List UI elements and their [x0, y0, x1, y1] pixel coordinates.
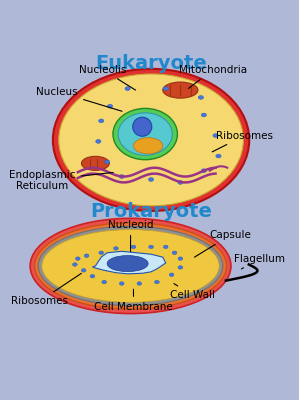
Ellipse shape — [133, 138, 163, 154]
Ellipse shape — [42, 230, 219, 302]
Text: Capsule: Capsule — [194, 230, 251, 257]
Ellipse shape — [213, 134, 218, 138]
Ellipse shape — [163, 87, 168, 90]
Text: Nucleoid: Nucleoid — [108, 220, 153, 252]
Ellipse shape — [99, 251, 103, 254]
Ellipse shape — [178, 266, 183, 269]
Ellipse shape — [84, 254, 89, 258]
Ellipse shape — [198, 96, 204, 99]
Polygon shape — [92, 251, 166, 274]
Ellipse shape — [125, 87, 130, 90]
Ellipse shape — [73, 263, 77, 266]
Ellipse shape — [119, 175, 124, 178]
Text: Mitochondria: Mitochondria — [179, 65, 247, 88]
Ellipse shape — [75, 257, 80, 260]
Text: Ribosomes: Ribosomes — [212, 130, 273, 152]
Ellipse shape — [59, 74, 243, 206]
Ellipse shape — [163, 82, 198, 98]
Text: Nucleus: Nucleus — [36, 86, 122, 111]
Ellipse shape — [38, 226, 223, 306]
Ellipse shape — [53, 69, 249, 211]
Ellipse shape — [149, 245, 153, 249]
Ellipse shape — [169, 273, 174, 276]
Ellipse shape — [201, 113, 206, 117]
Ellipse shape — [114, 247, 118, 250]
Ellipse shape — [90, 274, 95, 278]
Ellipse shape — [148, 178, 154, 181]
Ellipse shape — [104, 160, 110, 164]
Ellipse shape — [107, 256, 148, 272]
Ellipse shape — [163, 245, 168, 249]
Ellipse shape — [107, 104, 113, 108]
Text: Cell Wall: Cell Wall — [170, 284, 215, 300]
Ellipse shape — [133, 117, 152, 136]
Ellipse shape — [35, 223, 227, 309]
Ellipse shape — [155, 280, 159, 284]
Ellipse shape — [131, 245, 136, 249]
Ellipse shape — [113, 108, 177, 160]
Ellipse shape — [96, 140, 101, 143]
Text: Nucleolis: Nucleolis — [79, 64, 135, 90]
Ellipse shape — [81, 156, 109, 170]
Ellipse shape — [172, 251, 177, 254]
Ellipse shape — [137, 282, 142, 285]
Text: Ribosomes: Ribosomes — [11, 273, 81, 306]
Ellipse shape — [201, 169, 206, 172]
Ellipse shape — [216, 154, 221, 158]
Text: Flagellum: Flagellum — [234, 254, 285, 269]
Ellipse shape — [102, 280, 106, 284]
Text: Prokaryote: Prokaryote — [90, 202, 212, 221]
Ellipse shape — [178, 180, 183, 184]
Ellipse shape — [99, 119, 104, 123]
Ellipse shape — [118, 113, 172, 155]
Text: Cell Membrane: Cell Membrane — [94, 289, 173, 312]
Ellipse shape — [119, 282, 124, 285]
Ellipse shape — [30, 218, 231, 314]
Text: Endoplasmic
Reticulum: Endoplasmic Reticulum — [9, 170, 113, 191]
Ellipse shape — [81, 268, 86, 272]
Ellipse shape — [178, 257, 183, 260]
Text: Eukaryote: Eukaryote — [95, 54, 207, 73]
